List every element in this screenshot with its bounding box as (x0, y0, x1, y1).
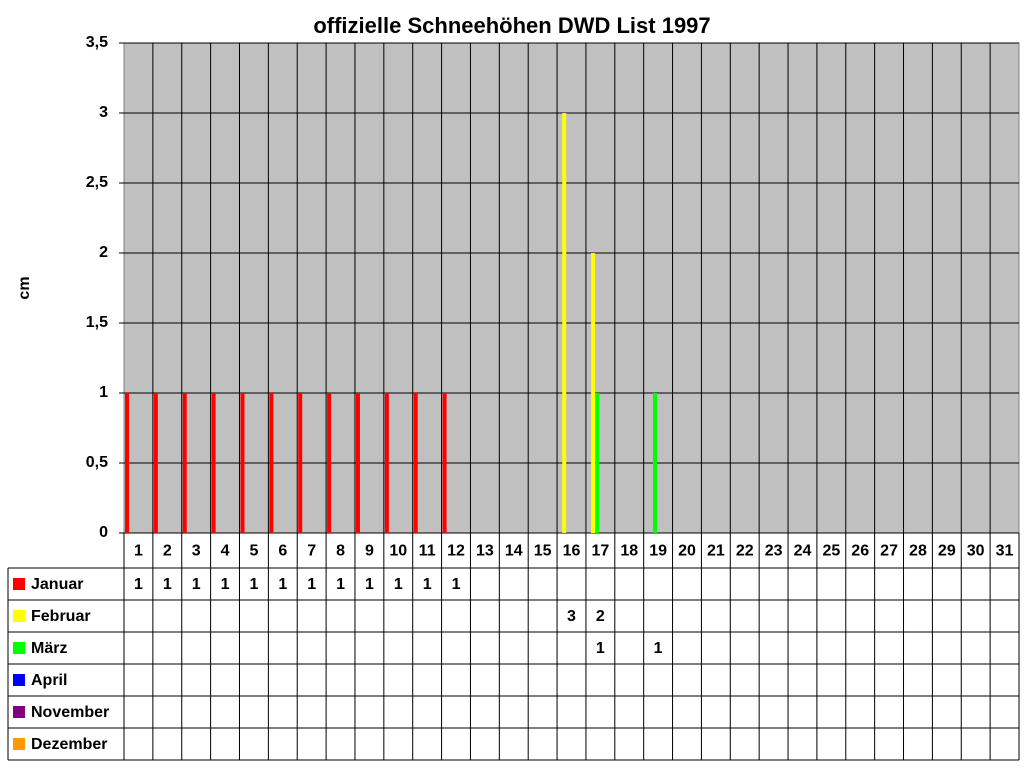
bar (413, 393, 418, 533)
y-tick-label: 1,5 (86, 314, 108, 331)
legend-swatch (13, 578, 25, 590)
table-value: 1 (336, 576, 345, 593)
x-tick-label: 5 (249, 543, 258, 560)
bar (153, 393, 158, 533)
x-tick-label: 3 (192, 543, 201, 560)
table-value: 1 (654, 640, 663, 657)
x-tick-label: 31 (996, 543, 1014, 560)
legend-swatch (13, 610, 25, 622)
table-value: 3 (567, 608, 576, 625)
table-value: 1 (221, 576, 230, 593)
x-tick-label: 27 (880, 543, 898, 560)
x-tick-label: 14 (505, 543, 523, 560)
table-value: 1 (192, 576, 201, 593)
x-tick-label: 19 (649, 543, 667, 560)
x-tick-label: 23 (765, 543, 783, 560)
table-value: 1 (365, 576, 374, 593)
y-tick-label: 2 (99, 244, 108, 261)
x-tick-label: 28 (909, 543, 927, 560)
x-tick-label: 29 (938, 543, 956, 560)
x-tick-label: 4 (221, 543, 230, 560)
legend-swatch (13, 706, 25, 718)
x-tick-label: 25 (822, 543, 840, 560)
table-value: 1 (134, 576, 143, 593)
x-tick-label: 9 (365, 543, 374, 560)
bar (211, 393, 216, 533)
legend-label: Februar (31, 608, 91, 625)
legend-swatch (13, 642, 25, 654)
y-tick-label: 0 (99, 524, 108, 541)
plot-area (123, 42, 1020, 534)
x-tick-label: 24 (794, 543, 812, 560)
y-tick-label: 3,5 (86, 34, 108, 51)
x-tick-label: 11 (419, 543, 436, 560)
x-tick-label: 1 (134, 543, 143, 560)
table-value: 1 (307, 576, 316, 593)
bar (591, 253, 596, 533)
legend-label: Dezember (31, 736, 107, 753)
legend-label: Januar (31, 576, 83, 593)
bar (652, 393, 657, 533)
x-tick-label: 20 (678, 543, 696, 560)
bar (298, 393, 303, 533)
x-tick-label: 13 (476, 543, 494, 560)
x-tick-label: 12 (447, 543, 465, 560)
table-value: 1 (163, 576, 172, 593)
x-tick-label: 26 (851, 543, 869, 560)
table-value: 1 (249, 576, 258, 593)
x-tick-label: 8 (336, 543, 345, 560)
bar (442, 393, 447, 533)
x-tick-label: 17 (591, 543, 609, 560)
bar (595, 393, 600, 533)
x-tick-label: 30 (967, 543, 985, 560)
x-tick-label: 16 (563, 543, 581, 560)
x-tick-label: 21 (707, 543, 725, 560)
legend-label: März (31, 640, 67, 657)
y-axis-title: cm (16, 276, 33, 299)
bar (355, 393, 360, 533)
table-value: 1 (452, 576, 461, 593)
bar (384, 393, 389, 533)
table-value: 1 (394, 576, 403, 593)
bar (182, 393, 187, 533)
y-tick-label: 2,5 (86, 174, 108, 191)
legend-swatch (13, 738, 25, 750)
y-tick-label: 0,5 (86, 454, 108, 471)
x-tick-label: 10 (389, 543, 407, 560)
x-tick-label: 22 (736, 543, 754, 560)
bar (269, 393, 274, 533)
table-value: 1 (423, 576, 432, 593)
legend-label: April (31, 672, 67, 689)
table-value: 1 (278, 576, 287, 593)
bar (240, 393, 245, 533)
y-tick-label: 1 (99, 384, 108, 401)
bar (562, 113, 567, 533)
x-tick-label: 18 (620, 543, 638, 560)
x-tick-label: 2 (163, 543, 172, 560)
chart-title: offizielle Schneehöhen DWD List 1997 (313, 13, 710, 38)
legend-label: November (31, 704, 109, 721)
x-tick-label: 6 (278, 543, 287, 560)
x-tick-label: 7 (307, 543, 316, 560)
bar (327, 393, 332, 533)
legend-swatch (13, 674, 25, 686)
table-value: 1 (596, 640, 605, 657)
bar (125, 393, 129, 533)
y-tick-label: 3 (99, 104, 108, 121)
table-value: 2 (596, 608, 605, 625)
x-tick-label: 15 (534, 543, 552, 560)
